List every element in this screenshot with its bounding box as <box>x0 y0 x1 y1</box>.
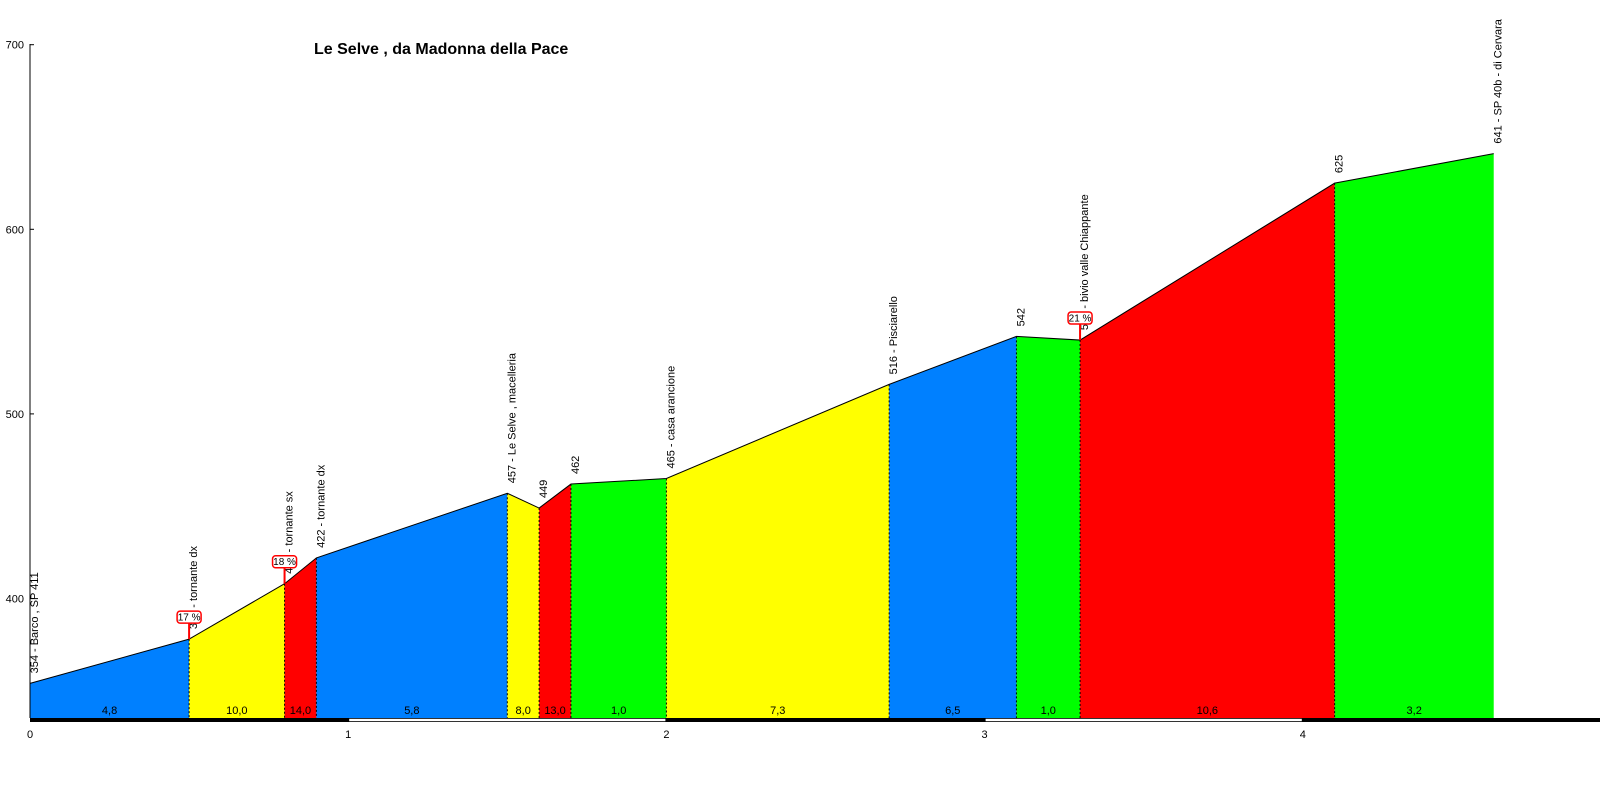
point-annotation: 449 <box>538 480 550 498</box>
profile-segment <box>1334 153 1494 718</box>
km-bar-band <box>985 718 1302 722</box>
profile-segment <box>1080 183 1335 718</box>
axis-ticks: 0 1 2 3 4 400 500 600 700 <box>6 40 1306 741</box>
profile-segment <box>507 493 540 718</box>
y-tick-label: 600 <box>6 224 24 236</box>
point-annotation: 641 - SP 40b - di Cervara <box>1493 18 1505 143</box>
x-tick-label: 2 <box>663 729 669 741</box>
profile-segment <box>666 384 890 718</box>
y-tick-label: 700 <box>6 40 24 52</box>
km-bar-band <box>349 718 666 722</box>
y-tick-label: 400 <box>6 594 24 606</box>
segment-grade-label: 1,0 <box>1041 705 1056 717</box>
y-tick-label: 500 <box>6 409 24 421</box>
point-annotation: 462 <box>570 456 582 474</box>
flag-label: 18 % <box>273 557 296 568</box>
profile-segment <box>189 583 285 718</box>
x-tick-label: 3 <box>982 729 988 741</box>
segment-grade-label: 13,0 <box>544 705 565 717</box>
max-grade-flag: 18 % <box>271 554 298 584</box>
segment-grade-label: 8,0 <box>516 705 531 717</box>
profile-segment <box>316 493 508 718</box>
point-annotation: 408 - tornante sx <box>284 491 296 574</box>
point-annotation: 625 <box>1334 155 1346 173</box>
segment-grade-label: 10,0 <box>226 705 247 717</box>
segment-grade-label: 7,3 <box>770 705 785 717</box>
segment-grade-label: 10,6 <box>1197 705 1218 717</box>
max-grade-flag: 17 % <box>176 610 202 640</box>
x-tick-label: 4 <box>1300 729 1306 741</box>
km-scale-bar <box>30 718 1600 722</box>
flag-box <box>271 554 298 569</box>
point-annotation: 354 - Barco , SP 411 <box>29 572 41 673</box>
point-annotation: 516 - Pisciarello <box>888 296 900 374</box>
flag-box <box>176 610 202 624</box>
segment-dividers <box>188 183 1336 718</box>
x-tick-label: 0 <box>27 729 33 741</box>
point-annotation: 422 - tornante dx <box>315 464 327 548</box>
point-annotation: 465 - casa arancione <box>665 366 677 469</box>
profile-segment <box>30 639 190 718</box>
point-annotation: 542 <box>1015 308 1027 326</box>
profile-segment <box>1016 336 1081 718</box>
segment-grade-label: 1,0 <box>611 705 626 717</box>
max-grade-flags: 17 % 18 % 21 % <box>176 311 1093 640</box>
segment-grade-label: 14,0 <box>290 705 311 717</box>
point-annotations: 354 - Barco , SP 411 378 - tornante dx 408… <box>29 18 1505 673</box>
profile-segment <box>889 336 1017 718</box>
point-annotation: 540 - bivio valle Chiappante <box>1079 194 1091 330</box>
flag-label: 17 % <box>178 613 201 624</box>
point-annotation: 457 - Le Selve , macelleria <box>506 352 518 483</box>
km-bar-base <box>30 718 1600 722</box>
grade-labels: 4,8 10,0 14,0 5,8 8,0 13,0 1,0 7,3 6,5 1,0 10,6 3,2 <box>102 705 1422 717</box>
profile-segments <box>30 153 1494 718</box>
flag-label: 21 % <box>1069 314 1092 325</box>
profile-segment <box>284 557 317 718</box>
segment-grade-label: 5,8 <box>404 705 419 717</box>
profile-segment <box>570 478 667 718</box>
segment-grade-label: 6,5 <box>945 705 960 717</box>
point-annotation: 378 - tornante dx <box>188 545 200 629</box>
flag-box <box>1067 311 1093 325</box>
segment-grade-label: 4,8 <box>102 705 117 717</box>
x-tick-label: 1 <box>345 729 351 741</box>
chart-title: Le Selve , da Madonna della Pace <box>314 41 568 58</box>
segment-grade-label: 3,2 <box>1407 705 1422 717</box>
profile-segment <box>539 484 571 718</box>
max-grade-flag: 21 % <box>1067 311 1093 341</box>
